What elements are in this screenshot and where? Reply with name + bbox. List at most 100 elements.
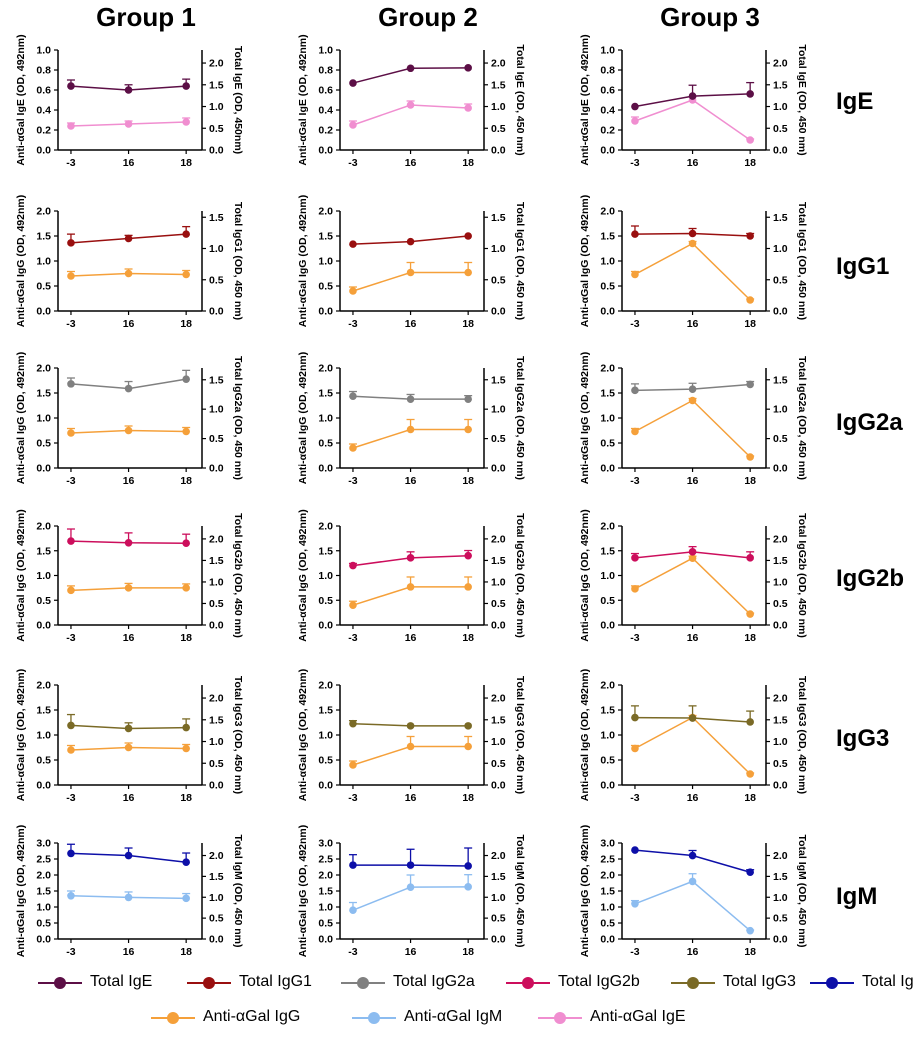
left-tick-label: 1.5 [600, 886, 615, 898]
left-tick-label: 0.6 [36, 85, 51, 97]
right-tick-label: 2.0 [773, 693, 788, 705]
legend-marker [826, 977, 838, 989]
left-tick-label: 1.5 [318, 231, 333, 243]
x-tick-label: -3 [66, 157, 75, 169]
left-tick-label: 0.6 [318, 85, 333, 97]
x-tick-label: -3 [348, 475, 357, 487]
left-tick-label: 2.0 [600, 363, 615, 375]
row-label-ige: IgE [836, 88, 874, 115]
x-tick-label: 16 [687, 792, 699, 804]
right-tick-label: 1.5 [491, 374, 506, 386]
data-point [464, 104, 472, 112]
group-3-title: Group 3 [660, 2, 760, 32]
right-tick-label: 0.5 [209, 758, 224, 770]
x-tick-label: 18 [180, 632, 192, 644]
left-tick-label: 1.0 [318, 902, 333, 914]
legend-row-2: Anti-αGal IgG Anti-αGal IgM Anti-αGal Ig… [0, 1003, 914, 1033]
right-axis-title: Total IgG2b (OD, 450 nm) [514, 513, 526, 638]
data-point [746, 380, 754, 389]
x-tick-label: 16 [123, 632, 135, 644]
data-point [349, 601, 357, 609]
data-point [631, 117, 639, 125]
left-tick-label: 0.0 [600, 145, 615, 157]
right-tick-label: 1.5 [491, 212, 506, 224]
data-point [67, 239, 75, 247]
right-tick-label: 0.5 [209, 123, 224, 135]
data-point [631, 427, 639, 436]
x-tick-label: 16 [687, 632, 699, 644]
left-tick-label: 1.0 [600, 730, 615, 742]
right-axis-title: Total IgG2a (OD, 450 nm) [232, 356, 244, 480]
left-tick-label: 0.5 [36, 438, 51, 450]
right-tick-label: 1.0 [773, 404, 788, 416]
left-tick-label: 0.5 [600, 595, 615, 607]
x-tick-label: 18 [744, 318, 756, 330]
x-tick-label: 18 [462, 475, 474, 487]
right-tick-label: 1.0 [491, 404, 506, 416]
x-tick-label: 18 [462, 946, 474, 958]
data-point [67, 746, 75, 754]
right-tick-label: 1.0 [773, 576, 788, 588]
right-tick-label: 0.0 [491, 306, 506, 318]
left-tick-label: 0.8 [318, 65, 333, 77]
right-tick-label: 1.5 [491, 714, 506, 726]
right-tick-label: 0.0 [209, 780, 224, 792]
left-axis-title: Anti-αGal IgG (OD, 492nm) [579, 195, 591, 327]
right-tick-label: 1.5 [773, 714, 788, 726]
data-point [688, 229, 697, 238]
data-point [464, 551, 472, 560]
right-tick-label: 0.0 [773, 620, 788, 632]
data-point [406, 861, 415, 869]
row-label-igg2b: IgG2b [836, 565, 905, 592]
x-tick-label: 18 [180, 792, 192, 804]
chart-panel-14: 0.0 0.5 1.0 1.5 2.0 0.0 0.5 1.0 1.5 2.0 -3 16 18 Anti… [297, 669, 526, 804]
data-point [124, 234, 133, 243]
left-tick-label: 1.5 [600, 545, 615, 557]
left-tick-label: 1.5 [318, 545, 333, 557]
data-point [464, 395, 472, 403]
right-axis-title: Total IgM (OD, 450 nm) [232, 835, 244, 948]
data-point [406, 101, 415, 109]
right-tick-label: 0.5 [491, 123, 506, 135]
data-point [746, 610, 754, 618]
data-point [688, 239, 697, 248]
right-tick-label: 2.0 [773, 533, 788, 545]
right-axis-title: Total IgG2a (OD, 450 nm) [514, 356, 526, 480]
data-point [182, 375, 190, 383]
left-tick-label: 1.0 [36, 256, 51, 268]
left-tick-label: 1.5 [36, 705, 51, 717]
x-tick-label: -3 [348, 632, 357, 644]
left-tick-label: 2.0 [318, 680, 333, 692]
chart-panel-13: 0.0 0.5 1.0 1.5 2.0 0.0 0.5 1.0 1.5 2.0 -3 16 18 Anti… [15, 669, 244, 804]
left-axis-title: Anti-αGal IgE (OD, 492nm) [297, 34, 309, 165]
left-tick-label: 1.0 [36, 413, 51, 425]
left-tick-label: 3.0 [36, 838, 51, 850]
data-point [464, 232, 472, 240]
right-tick-label: 0.5 [491, 758, 506, 770]
data-point [688, 548, 697, 556]
left-tick-label: 1.0 [318, 45, 333, 57]
right-tick-label: 2.0 [773, 850, 788, 862]
left-axis-title: Anti-αGal IgG (OD, 492nm) [297, 195, 309, 327]
left-tick-label: 0.0 [36, 306, 51, 318]
right-tick-label: 1.0 [209, 576, 224, 588]
data-point [688, 554, 697, 562]
right-tick-label: 0.5 [773, 123, 788, 135]
data-point [464, 64, 472, 72]
x-tick-label: -3 [630, 632, 639, 644]
chart-panel-2: 0.0 0.2 0.4 0.6 0.8 1.0 0.0 0.5 1.0 1.5 2.0 -3 16 18 A… [297, 34, 526, 169]
right-tick-label: 0.5 [773, 598, 788, 610]
left-axis-title: Anti-αGal IgG (OD, 492nm) [15, 352, 27, 484]
right-tick-label: 1.5 [209, 714, 224, 726]
row-label-igg1: IgG1 [836, 253, 890, 280]
right-tick-label: 1.0 [773, 101, 788, 113]
left-tick-label: 1.0 [318, 730, 333, 742]
left-tick-label: 0.2 [318, 125, 333, 137]
chart-panel-7: 0.0 0.5 1.0 1.5 2.0 0.0 0.5 1.0 1.5 -3 16 18 Anti-αG… [15, 352, 244, 487]
right-tick-label: 0.0 [491, 934, 506, 946]
x-tick-label: -3 [348, 946, 357, 958]
left-tick-label: 2.0 [600, 870, 615, 882]
data-point [349, 240, 357, 248]
left-tick-label: 0.0 [318, 145, 333, 157]
left-tick-label: 0.0 [600, 934, 615, 946]
